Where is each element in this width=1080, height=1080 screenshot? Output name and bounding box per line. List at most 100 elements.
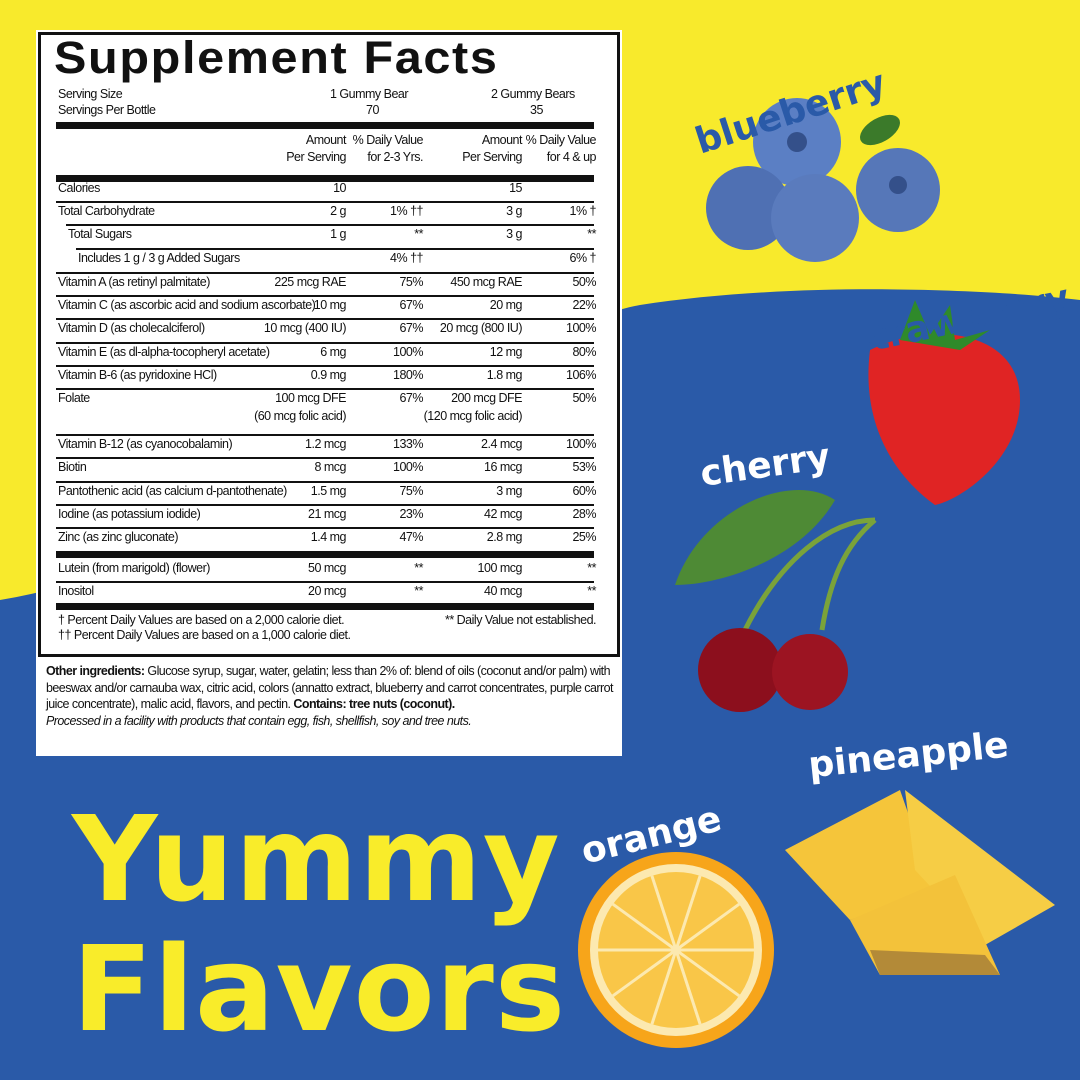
footnote-double-dagger: †† Percent Daily Values are based on a 1… [58,628,351,642]
divider [56,504,594,506]
column-header: Per Serving [462,150,522,164]
divider [56,295,594,297]
amount-4-and-up: 20 mcg (800 IU) [439,321,523,335]
servings-per-label: Servings Per Bottle [58,103,156,117]
amount-2-3-yrs: 1 g [330,227,346,241]
column-header: % Daily Value [352,133,424,147]
divider [56,603,594,610]
amount-4-and-up: 2.4 mcg [481,437,522,451]
column-header: % Daily Value [525,133,597,147]
servings-1: 70 [366,103,379,117]
amount-4-and-up: 200 mcg DFE [451,391,522,405]
daily-value-2-3-yrs: 100% [393,345,423,359]
daily-value-2-3-yrs: ** [414,561,423,575]
divider [56,365,594,367]
serving-size-label: Serving Size [58,87,123,101]
daily-value-4-and-up: 22% [572,298,596,312]
daily-value-2-3-yrs: 180% [393,368,423,382]
column-header: for 4 & up [546,150,597,164]
nutrient-name: Total Sugars [68,227,132,241]
nutrient-name: Inositol [58,584,94,598]
divider [56,388,594,390]
label-title: Supplement Facts [54,32,499,83]
daily-value-2-3-yrs: 67% [399,321,423,335]
headline-line-1: Yummy [72,790,561,928]
divider [56,434,594,436]
column-header: for 2-3 Yrs. [367,150,423,164]
amount-4-and-up: 15 [509,181,522,195]
other-ingredients-label: Other ingredients: [46,664,145,678]
amount-2-3-yrs: 2 g [330,204,346,218]
amount-2-3-yrs: 1.2 mcg [305,437,346,451]
divider [56,175,594,182]
nutrient-name: Vitamin C (as ascorbic acid and sodium a… [58,298,316,312]
amount-4-and-up: 20 mg [489,298,523,312]
amount-2-3-yrs: 10 mcg (400 IU) [263,321,347,335]
daily-value-4-and-up: ** [587,227,596,241]
amount-4-and-up: 450 mcg RAE [450,275,522,289]
other-ingredients: Other ingredients: Glucose syrup, sugar,… [46,663,616,729]
amount-4-and-up: 42 mcg [484,507,523,521]
amount-2-3-yrs: 21 mcg [308,507,347,521]
nutrient-name: Vitamin B-12 (as cyanocobalamin) [58,437,233,451]
amount-4-and-up: 1.8 mg [486,368,523,382]
daily-value-2-3-yrs: 67% [399,391,423,405]
serving-size-2: 2 Gummy Bears [491,87,575,101]
amount-4-and-up: 3 mg [496,484,522,498]
amount-4-and-up: 2.8 mg [486,530,523,544]
daily-value-2-3-yrs: 1% †† [390,204,423,218]
blueberry-image [706,98,940,262]
daily-value-4-and-up: 6% † [569,251,597,265]
divider [56,318,594,320]
nutrient-name: Lutein (from marigold) (flower) [58,561,210,575]
servings-2: 35 [530,103,543,117]
daily-value-2-3-yrs: ** [414,227,423,241]
amount-4-and-up: 16 mcg [484,460,523,474]
serving-size-1: 1 Gummy Bear [330,87,409,101]
daily-value-4-and-up: 53% [572,460,596,474]
strawberry-image [868,300,1020,505]
divider [56,527,594,529]
footnote-single-dagger: † Percent Daily Values are based on a 2,… [58,613,345,627]
daily-value-4-and-up: 50% [572,275,596,289]
facility-warning: Processed in a facility with products th… [46,713,472,728]
daily-value-2-3-yrs: 75% [399,484,423,498]
contains-label: Contains: [293,697,347,711]
daily-value-2-3-yrs: 133% [393,437,423,451]
nutrient-name: Total Carbohydrate [58,204,155,218]
amount-2-3-yrs: 225 mcg RAE [274,275,346,289]
amount-4-and-up: 100 mcg [477,561,523,575]
daily-value-4-and-up: 60% [572,484,596,498]
nutrient-name: Pantothenic acid (as calcium d-pantothen… [58,484,287,498]
headline-line-2: Flavors [72,920,567,1058]
nutrient-name: Vitamin A (as retinyl palmitate) [58,275,210,289]
divider [56,581,594,583]
nutrient-name: Folate [58,391,90,405]
other-ingredients-text: Glucose syrup, sugar, water, gelatin; le… [46,664,613,711]
daily-value-2-3-yrs: 75% [399,275,423,289]
daily-value-4-and-up: 80% [572,345,596,359]
divider [76,248,594,250]
daily-value-2-3-yrs: ** [414,584,423,598]
amount-4-and-up: 3 g [506,227,522,241]
amount-4-and-up-note: (120 mcg folic acid) [423,409,523,423]
daily-value-2-3-yrs: 47% [399,530,423,544]
footnote-not-established: ** Daily Value not established. [444,613,597,627]
divider [56,272,594,274]
divider [56,481,594,483]
amount-2-3-yrs: 100 mcg DFE [275,391,346,405]
column-header: Amount [481,133,523,147]
column-header: Amount [305,133,347,147]
amount-2-3-yrs: 0.9 mg [310,368,347,382]
nutrient-name: Includes 1 g / 3 g Added Sugars [78,251,240,265]
nutrient-name: Calories [58,181,100,195]
nutrient-name: Zinc (as zinc gluconate) [58,530,179,544]
daily-value-4-and-up: 1% † [569,204,597,218]
nutrient-name: Vitamin D (as cholecalciferol) [58,321,205,335]
daily-value-2-3-yrs: 4% †† [390,251,423,265]
divider [56,457,594,459]
divider [56,122,594,129]
amount-2-3-yrs: 6 mg [320,345,346,359]
amount-4-and-up: 12 mg [489,345,523,359]
